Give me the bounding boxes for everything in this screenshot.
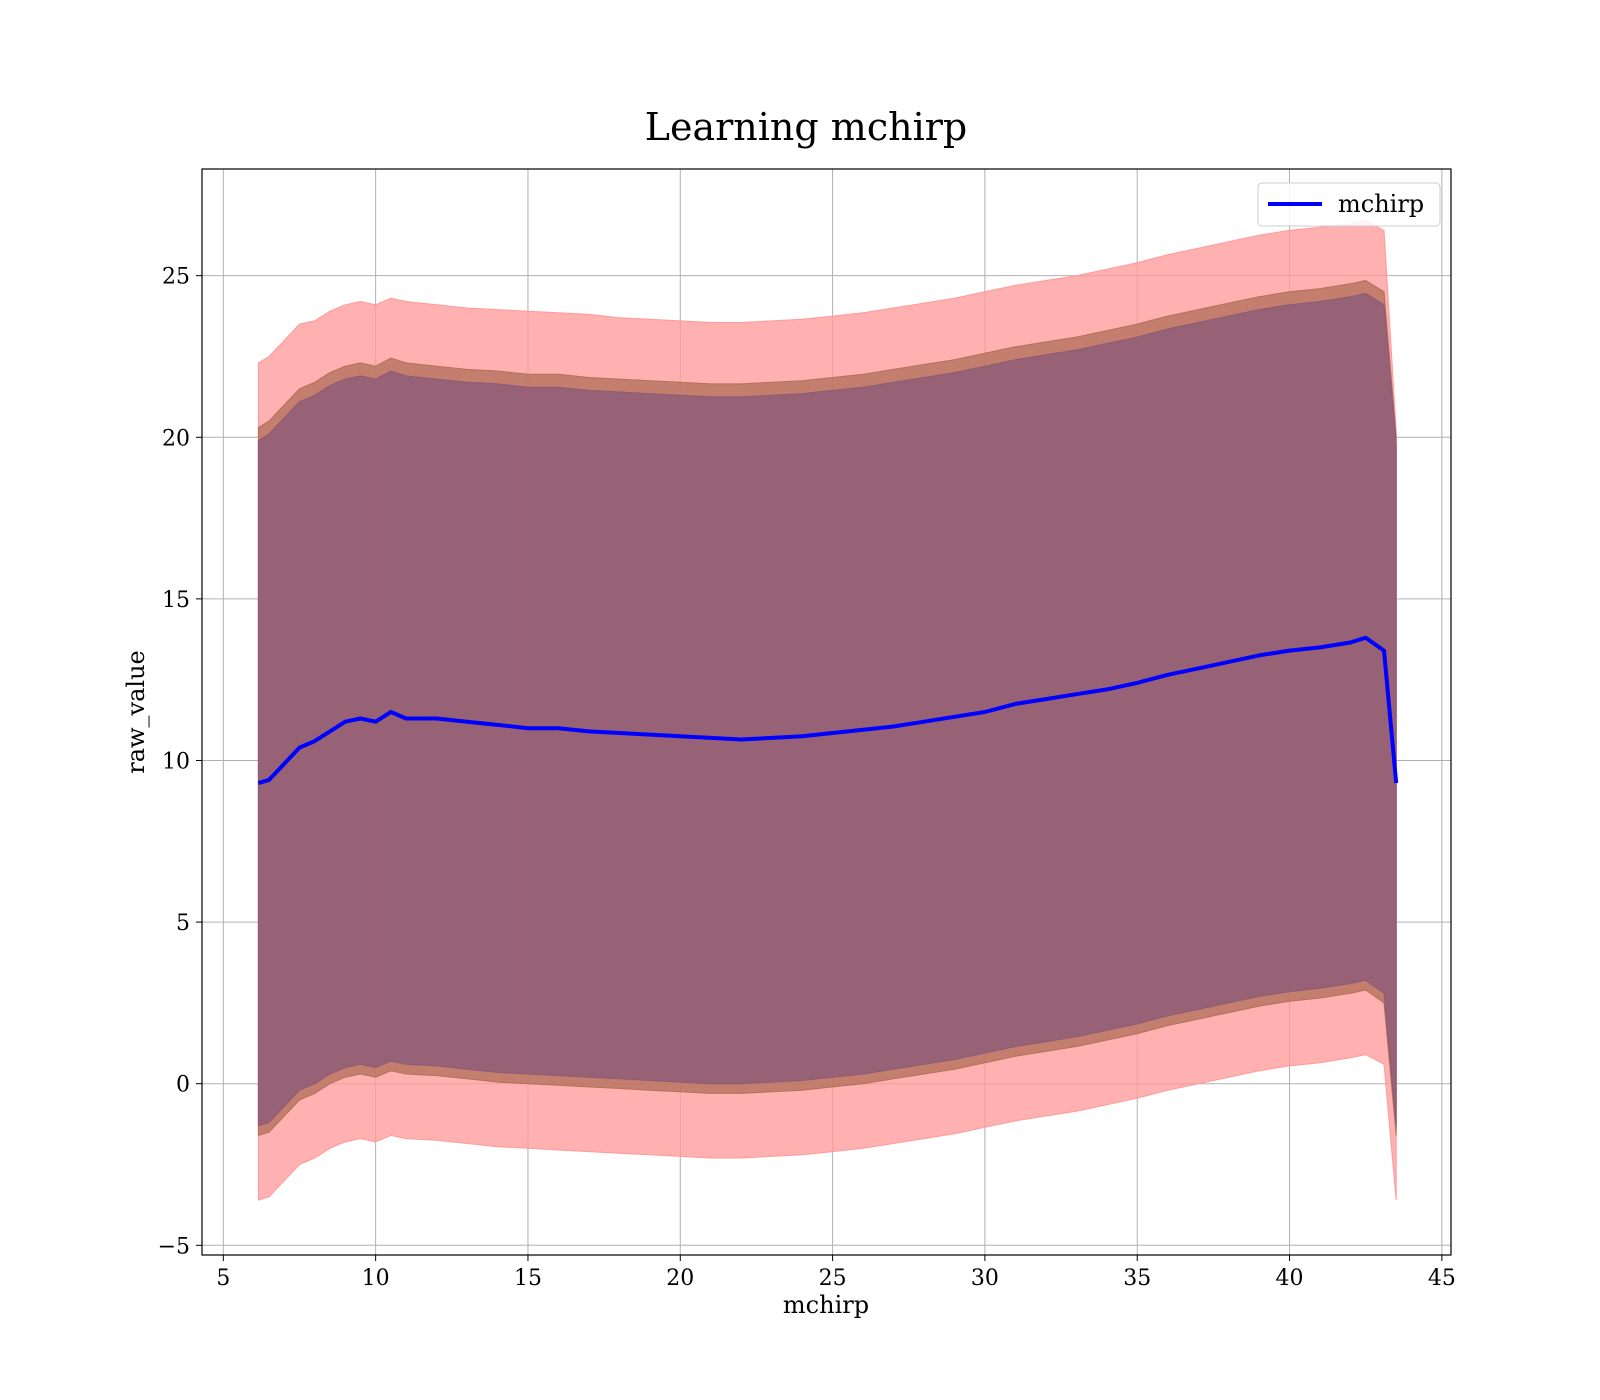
- plot-frame: [201, 168, 1452, 1256]
- series-lines: [257, 635, 1399, 786]
- y-tick-label: 15: [162, 588, 190, 613]
- series-line-mchirp: [257, 635, 1399, 786]
- y-tick-label: 10: [162, 749, 190, 774]
- x-tick-label: 10: [362, 1266, 390, 1291]
- y-axis-label: raw_value: [122, 650, 150, 774]
- x-tick-label: 5: [216, 1266, 230, 1291]
- y-tick-label: 0: [176, 1073, 190, 1098]
- y-axis: −5 0 5 10 15 20 25: [158, 265, 202, 1259]
- y-tick-label: 5: [176, 911, 190, 936]
- x-tick-label: 40: [1276, 1266, 1304, 1291]
- y-tick-label: 25: [162, 265, 190, 290]
- x-tick-label: 15: [514, 1266, 542, 1291]
- legend-label: mchirp: [1338, 190, 1424, 218]
- x-tick-label: 45: [1428, 1266, 1456, 1291]
- legend: mchirp: [1257, 182, 1441, 227]
- legend-box: [1257, 182, 1441, 227]
- x-axis-label: mchirp: [783, 1291, 869, 1319]
- confidence-band: [257, 292, 1397, 1127]
- x-tick-label: 25: [819, 1266, 847, 1291]
- x-axis: 5 10 15 20 25 30 35 40 45: [216, 1255, 1456, 1291]
- x-tick-label: 35: [1123, 1266, 1151, 1291]
- x-tick-label: 20: [666, 1266, 694, 1291]
- y-tick-label: −5: [158, 1234, 190, 1259]
- y-tick-label: 20: [162, 426, 190, 451]
- chart-title: Learning mchirp: [645, 105, 967, 149]
- confidence-bands: [257, 220, 1397, 1201]
- x-tick-label: 30: [971, 1266, 999, 1291]
